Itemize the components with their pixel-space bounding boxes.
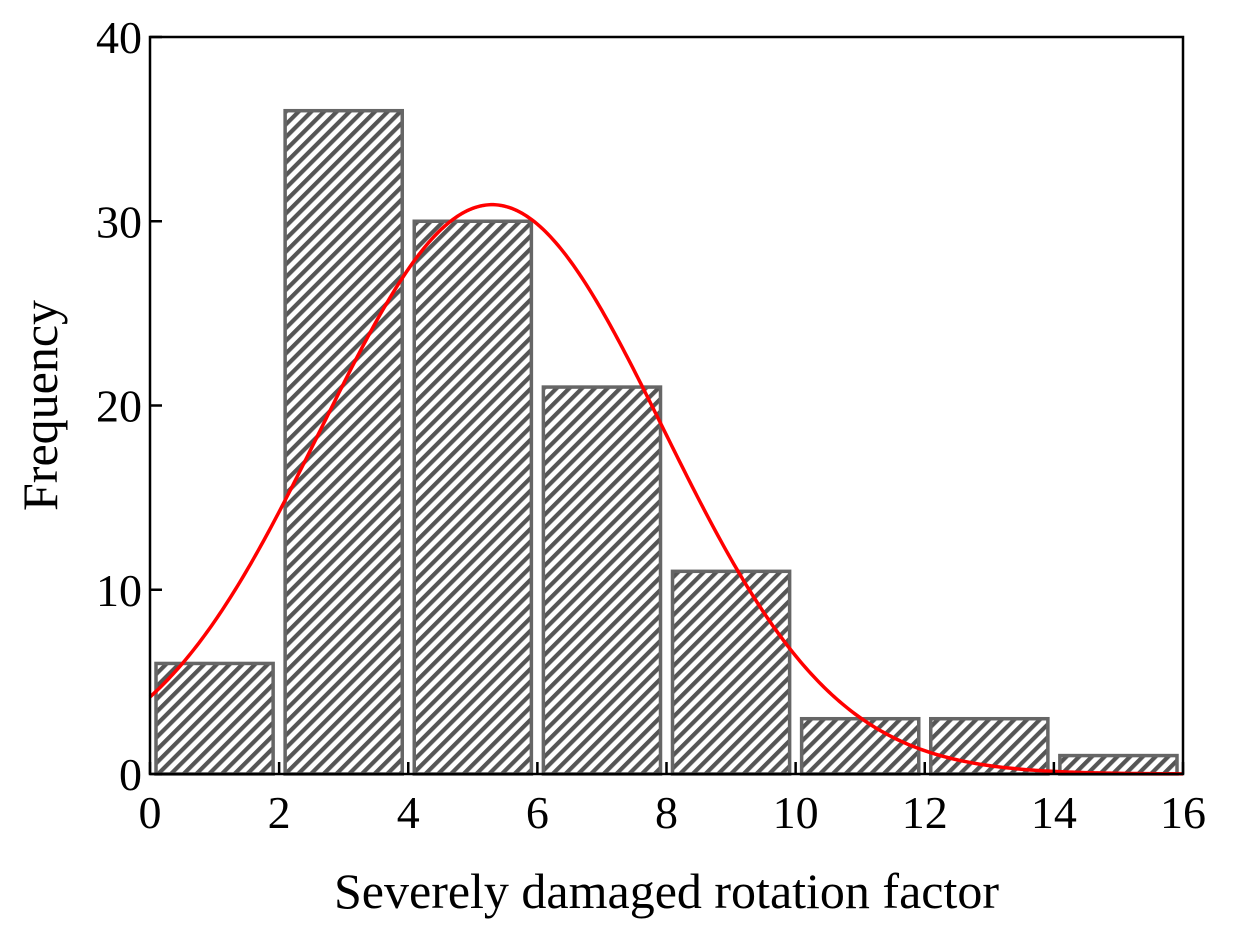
histogram-bar-2	[283, 108, 404, 776]
x-tick-label-0: 0	[139, 787, 162, 838]
fit-curve-group	[148, 202, 1184, 776]
x-tick-label-14: 14	[1031, 787, 1077, 838]
histogram-bar-4	[541, 385, 663, 776]
x-axis-title: Severely damaged rotation factor	[334, 863, 999, 919]
x-axis-ticks: 0 2 4 6 8 10 12 14 16	[139, 762, 1206, 838]
histogram-bar-5	[670, 569, 792, 776]
x-tick-label-8: 8	[655, 787, 678, 838]
histogram-bar-6	[799, 716, 921, 776]
x-tick-label-12: 12	[902, 787, 948, 838]
histogram-bar-1	[154, 661, 275, 776]
x-tick-label-4: 4	[397, 787, 420, 838]
bars-group	[154, 108, 1179, 776]
y-axis-ticks: 0 10 20 30 40	[96, 12, 162, 800]
fit-curve-line	[148, 202, 1184, 776]
y-tick-label-40: 40	[96, 12, 142, 63]
x-tick-label-6: 6	[526, 787, 549, 838]
y-tick-label-30: 30	[96, 196, 142, 247]
y-axis-title: Frequency	[12, 300, 68, 511]
x-tick-label-2: 2	[268, 787, 291, 838]
x-tick-label-16: 16	[1160, 787, 1206, 838]
y-tick-label-10: 10	[96, 565, 142, 616]
histogram-bar-3	[412, 219, 534, 776]
x-tick-label-10: 10	[773, 787, 819, 838]
y-tick-label-20: 20	[96, 381, 142, 432]
y-tick-label-0: 0	[119, 749, 142, 800]
